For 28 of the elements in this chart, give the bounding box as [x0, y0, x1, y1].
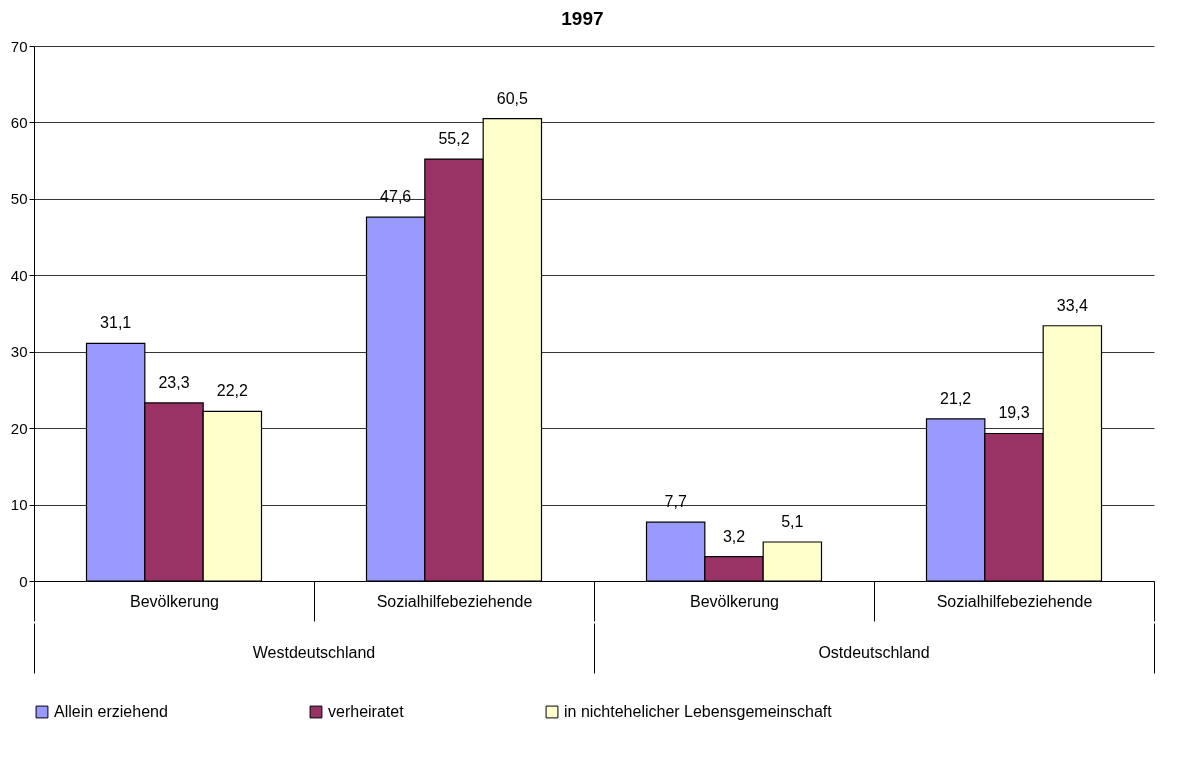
- data-label: 33,4: [1056, 296, 1089, 314]
- y-tick-label: 0: [19, 572, 28, 590]
- y-tick-label: 40: [10, 266, 28, 284]
- legend-label: Allein erziehend: [54, 703, 168, 720]
- x-tick-label: Bevölkerung: [690, 592, 779, 610]
- y-tick-label: 30: [10, 343, 28, 361]
- y-tick-label: 50: [10, 190, 28, 208]
- data-label: 60,5: [496, 89, 529, 107]
- x-tick-label: Sozialhilfebeziehende: [936, 592, 1093, 610]
- text: Westdeutschland: [252, 644, 376, 661]
- x-tick-label: Sozialhilfebeziehende: [376, 592, 533, 610]
- y-tick-label: 70: [10, 37, 28, 55]
- y-tick-label: 60: [10, 113, 28, 131]
- data-label: 21,2: [940, 389, 972, 407]
- data-label: 22,2: [216, 382, 249, 400]
- legend-label: verheiratet: [328, 703, 405, 720]
- data-label: 3,2: [722, 527, 746, 545]
- data-label: 19,3: [998, 404, 1030, 422]
- chart-title: 1997: [561, 8, 604, 29]
- data-label: 55,2: [438, 130, 470, 148]
- data-label: 5,1: [781, 513, 804, 531]
- y-tick-label: 20: [10, 419, 28, 437]
- legend-label: in nichtehelicher Lebensgemeinschaft: [564, 703, 833, 720]
- x-tick-label: Bevölkerung: [130, 592, 219, 610]
- y-tick-label: 10: [10, 496, 28, 514]
- data-label: 23,3: [158, 373, 190, 391]
- text: Ostdeutschland: [818, 644, 930, 661]
- data-label: 31,1: [100, 314, 132, 332]
